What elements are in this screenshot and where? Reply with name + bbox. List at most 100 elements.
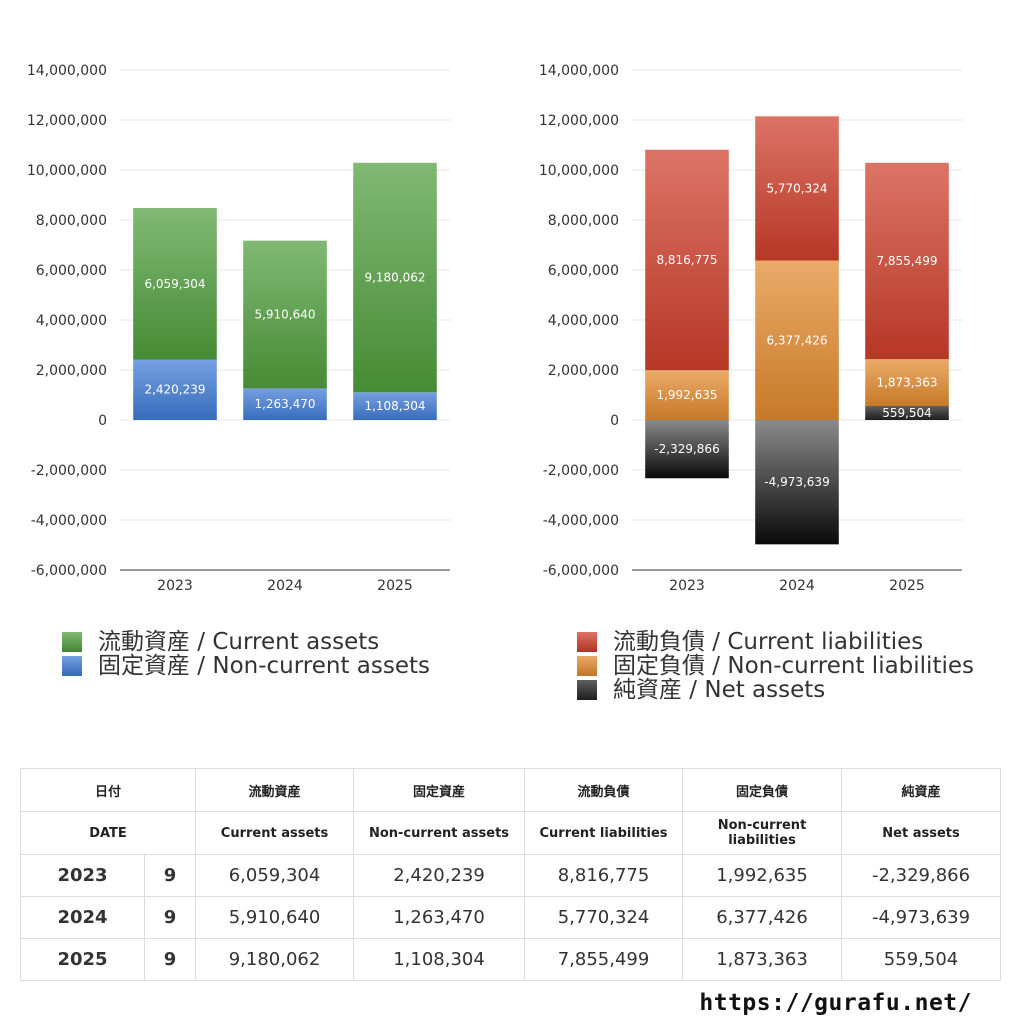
cell-current-liabilities: 7,855,499 bbox=[524, 938, 684, 981]
y-tick-label: 6,000,000 bbox=[548, 263, 619, 279]
site-url[interactable]: https://gurafu.net/ bbox=[699, 990, 972, 1016]
cell-current-assets: 6,059,304 bbox=[195, 854, 355, 897]
cell-net-assets: -2,329,866 bbox=[841, 854, 1002, 897]
legend-label: 固定負債 / Non-current liabilities bbox=[613, 653, 974, 679]
data-label: 1,108,304 bbox=[364, 399, 425, 413]
row-year: 2025 bbox=[20, 938, 145, 981]
assets-legend: 流動資産 / Current assets 固定資産 / Non-current … bbox=[62, 630, 430, 678]
header-current-assets-en: Current assets bbox=[195, 811, 355, 855]
row-year: 2023 bbox=[20, 854, 145, 897]
legend-label: 純資産 / Net assets bbox=[613, 677, 826, 703]
cell-current-liabilities: 8,816,775 bbox=[524, 854, 684, 897]
data-label: 5,910,640 bbox=[254, 308, 315, 322]
y-tick-label: 14,000,000 bbox=[27, 63, 107, 79]
header-noncurrent-assets-jp: 固定資産 bbox=[353, 768, 526, 812]
assets-chart: 14,000,000 12,000,000 10,000,000 8,000,000 6… bbox=[27, 63, 450, 594]
legend-item: 固定資産 / Non-current assets bbox=[62, 654, 430, 678]
bar-net-assets-2023 bbox=[645, 420, 729, 479]
legend-swatch bbox=[62, 632, 82, 652]
cell-noncurrent-liabilities: 6,377,426 bbox=[682, 896, 843, 939]
x-tick-label: 2023 bbox=[157, 578, 193, 594]
cell-noncurrent-assets: 1,263,470 bbox=[353, 896, 526, 939]
y-tick-label: -6,000,000 bbox=[31, 563, 107, 579]
y-tick-label: 10,000,000 bbox=[539, 163, 619, 179]
bar-non-current-assets-2024 bbox=[243, 388, 327, 420]
bar-non-current-liabilities-2023 bbox=[645, 370, 729, 420]
cell-noncurrent-liabilities: 1,992,635 bbox=[682, 854, 843, 897]
legend-label: 流動資産 / Current assets bbox=[98, 629, 380, 655]
table-row: 2024 9 5,910,640 1,263,470 5,770,324 6,3… bbox=[20, 896, 1002, 939]
data-label: 6,059,304 bbox=[144, 277, 205, 291]
bar-current-assets-2025 bbox=[353, 162, 437, 393]
row-month: 9 bbox=[143, 854, 197, 897]
bar-current-assets-2023 bbox=[133, 208, 217, 360]
header-noncurrent-assets-en: Non-current assets bbox=[353, 811, 526, 855]
legend-item: 流動負債 / Current liabilities bbox=[577, 630, 974, 654]
bar-current-liabilities-2024 bbox=[755, 116, 839, 261]
table-row: 2025 9 9,180,062 1,108,304 7,855,499 1,8… bbox=[20, 938, 1002, 981]
bar-net-assets-2025 bbox=[865, 406, 949, 420]
data-label: 559,504 bbox=[882, 406, 932, 420]
table-header-jp: 日付 流動資産 固定資産 流動負債 固定負債 純資産 bbox=[19, 768, 1002, 812]
cell-current-assets: 9,180,062 bbox=[195, 938, 355, 981]
cell-net-assets: -4,973,639 bbox=[841, 896, 1002, 939]
header-date-en: DATE bbox=[19, 811, 197, 855]
y-tick-label: -4,000,000 bbox=[543, 513, 619, 529]
legend-swatch bbox=[577, 680, 597, 700]
y-tick-label: 12,000,000 bbox=[539, 113, 619, 129]
y-tick-label: 8,000,000 bbox=[36, 213, 107, 229]
data-label: 9,180,062 bbox=[364, 271, 425, 285]
bar-current-assets-2024 bbox=[243, 240, 327, 389]
liabilities-chart: 14,000,000 12,000,000 10,000,000 8,000,000 6… bbox=[539, 63, 962, 594]
header-current-liabilities-en: Current liabilities bbox=[524, 811, 684, 855]
bar-non-current-assets-2025 bbox=[353, 392, 437, 420]
y-tick-label: 4,000,000 bbox=[36, 313, 107, 329]
cell-net-assets: 559,504 bbox=[841, 938, 1002, 981]
data-label: 6,377,426 bbox=[766, 333, 827, 347]
row-year: 2024 bbox=[20, 896, 145, 939]
cell-noncurrent-liabilities: 1,873,363 bbox=[682, 938, 843, 981]
y-tick-label: 2,000,000 bbox=[548, 363, 619, 379]
data-label: 5,770,324 bbox=[766, 181, 827, 195]
bar-non-current-assets-2023 bbox=[133, 359, 217, 420]
bar-non-current-liabilities-2024 bbox=[755, 260, 839, 420]
legend-item: 純資産 / Net assets bbox=[577, 678, 974, 702]
x-tick-label: 2024 bbox=[267, 578, 303, 594]
header-noncurrent-liabilities-jp: 固定負債 bbox=[682, 768, 843, 812]
data-label: 2,420,239 bbox=[144, 383, 205, 397]
legend-item: 固定負債 / Non-current liabilities bbox=[577, 654, 974, 678]
data-label: -2,329,866 bbox=[654, 442, 719, 456]
x-tick-label: 2023 bbox=[669, 578, 705, 594]
bar-current-liabilities-2023 bbox=[645, 149, 729, 371]
x-tick-label: 2024 bbox=[779, 578, 815, 594]
bar-net-assets-2024 bbox=[755, 420, 839, 545]
header-noncurrent-liabilities-en: Non-current liabilities bbox=[682, 811, 843, 855]
row-month: 9 bbox=[143, 938, 197, 981]
y-tick-label: 2,000,000 bbox=[36, 363, 107, 379]
header-date-jp: 日付 bbox=[19, 768, 197, 812]
y-tick-label: 4,000,000 bbox=[548, 313, 619, 329]
cell-noncurrent-assets: 2,420,239 bbox=[353, 854, 526, 897]
bar-non-current-liabilities-2025 bbox=[865, 359, 949, 407]
header-net-assets-jp: 純資産 bbox=[841, 768, 1002, 812]
y-tick-label: 6,000,000 bbox=[36, 263, 107, 279]
header-net-assets-en: Net assets bbox=[841, 811, 1002, 855]
x-tick-label: 2025 bbox=[377, 578, 413, 594]
y-tick-label: -4,000,000 bbox=[31, 513, 107, 529]
cell-current-assets: 5,910,640 bbox=[195, 896, 355, 939]
legend-label: 固定資産 / Non-current assets bbox=[98, 653, 431, 679]
row-month: 9 bbox=[143, 896, 197, 939]
y-tick-label: -6,000,000 bbox=[543, 563, 619, 579]
header-current-liabilities-jp: 流動負債 bbox=[524, 768, 684, 812]
data-label: 1,873,363 bbox=[876, 376, 937, 390]
data-label: 1,263,470 bbox=[254, 397, 315, 411]
legend-label: 流動負債 / Current liabilities bbox=[613, 629, 924, 655]
legend-swatch bbox=[577, 656, 597, 676]
legend-swatch bbox=[62, 656, 82, 676]
cell-current-liabilities: 5,770,324 bbox=[524, 896, 684, 939]
y-tick-label: -2,000,000 bbox=[31, 463, 107, 479]
data-label: 7,855,499 bbox=[876, 254, 937, 268]
x-tick-label: 2025 bbox=[889, 578, 925, 594]
liabilities-legend: 流動負債 / Current liabilities 固定負債 / Non-cur… bbox=[577, 630, 974, 702]
data-label: 1,992,635 bbox=[656, 388, 717, 402]
